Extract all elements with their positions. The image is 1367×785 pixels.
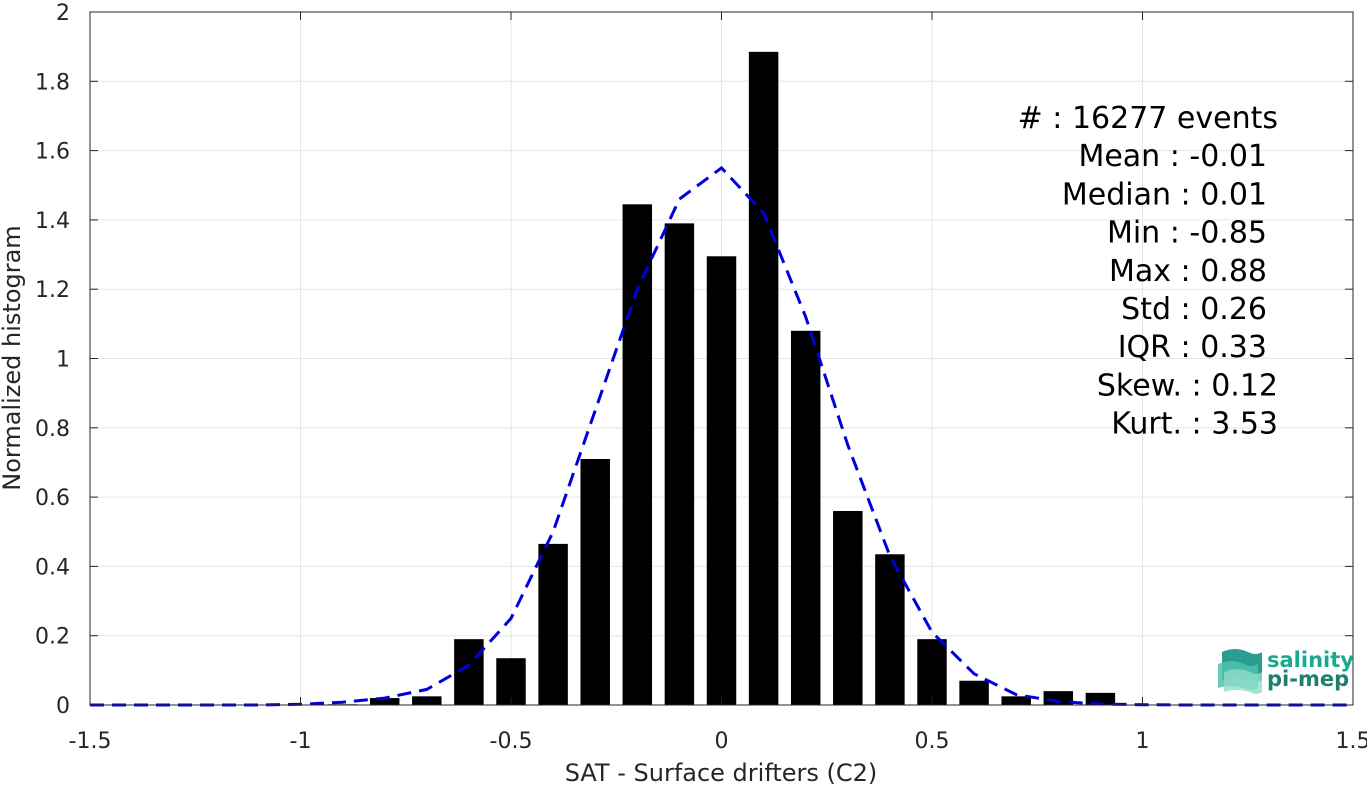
logo-line1: salinity [1267,648,1354,672]
y-tick-label: 1 [56,348,70,373]
x-tick-label: -1.5 [69,729,112,754]
y-tick-label: 0.8 [35,417,70,442]
x-tick-label: 0.5 [915,729,950,754]
histogram-bar [1001,696,1031,705]
x-tick-label: -0.5 [490,729,533,754]
x-tick-label: -1 [290,729,312,754]
histogram-bar [580,458,610,705]
histogram-bar [833,510,863,705]
y-tick-label: 0.4 [35,555,70,580]
y-tick-label: 1.8 [35,70,70,95]
x-tick-labels: -1.5 -1 -0.5 0 0.5 1 1.5 [69,729,1367,754]
histogram-bar [790,330,821,705]
y-tick-label: 1.4 [35,209,70,234]
histogram-bar [706,256,737,705]
y-tick-label: 0 [56,694,70,719]
stat-line: Max : 0.88 [1109,254,1267,289]
y-tick-label: 1.6 [35,140,70,165]
histogram-bar [664,223,695,706]
y-tick-label: 0.2 [35,625,70,650]
logo-mark-icon [1218,649,1262,694]
histogram-bars [327,51,1116,706]
stat-line: Skew. : 0.12 [1097,368,1278,403]
stat-line: # : 16277 events [1018,101,1278,136]
histogram-bar [959,680,989,705]
histogram-bar [622,204,653,705]
histogram-bar [748,51,779,706]
stat-line: Std : 0.26 [1121,292,1267,327]
salinity-pi-mep-logo: salinity pi-mep [1218,648,1354,694]
stat-line: Kurt. : 3.53 [1111,407,1278,442]
histogram-bar [538,543,568,705]
histogram-bar [875,554,905,705]
axes [89,11,1354,706]
stat-line: IQR : 0.33 [1118,330,1267,365]
x-axis-label: SAT - Surface drifters (C2) [565,759,878,785]
histogram-bar [369,698,400,705]
logo-line2: pi-mep [1267,667,1349,691]
x-tick-label: 1 [1136,729,1150,754]
stat-line: Median : 0.01 [1062,177,1267,212]
y-tick-label: 1.2 [35,278,70,303]
y-tick-label: 0.6 [35,486,70,511]
x-tick-label: 1.5 [1336,729,1367,754]
histogram-bar [412,696,442,705]
stat-line: Min : -0.85 [1107,216,1267,251]
y-tick-labels: 0 0.2 0.4 0.6 0.8 1 1.2 1.4 1.6 1.8 2 [35,1,70,719]
y-axis-label: Normalized histogram [0,225,26,490]
histogram-bar [1085,692,1116,705]
stat-line: Mean : -0.01 [1078,139,1267,174]
y-tick-label: 2 [56,1,70,26]
histogram-bar [917,639,947,705]
x-tick-label: 0 [715,729,729,754]
